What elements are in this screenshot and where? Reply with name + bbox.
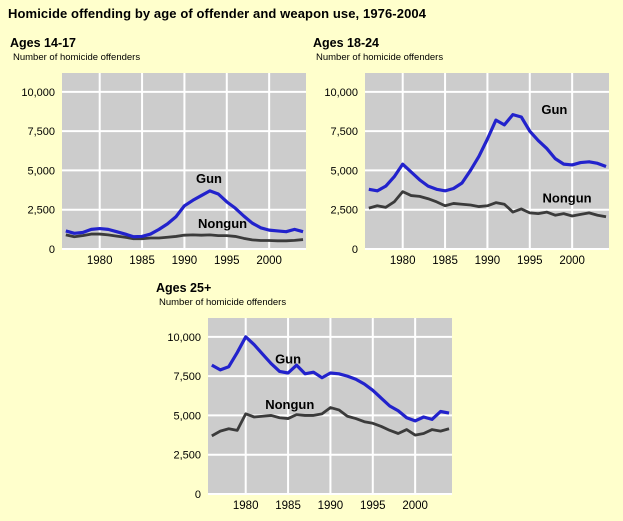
- y-tick-label: 5,000: [173, 410, 201, 422]
- x-tick-label: 1995: [360, 500, 386, 512]
- chart-heading-ages-25-plus: Ages 25+: [156, 281, 212, 295]
- x-tick-label: 1985: [129, 255, 155, 267]
- line-chart-ages-14-17: 0 2,500 5,000 7,500 10,000 1980 1985 1990 1995 20…: [21, 73, 306, 267]
- chart-block-ages-25-plus: Ages 25+ Number of homicide offenders 0 2…: [154, 281, 454, 515]
- x-tick-label: 1980: [390, 255, 416, 267]
- chart-block-ages-14-17: Ages 14-17 Number of homicide offenders …: [8, 36, 308, 270]
- y-tick-label: 7,500: [173, 371, 201, 383]
- y-axis-title-ages-14-17: Number of homicide offenders: [13, 52, 141, 63]
- y-tick-label: 7,500: [330, 126, 358, 138]
- gun-line: [65, 189, 304, 239]
- nongun-line: [65, 232, 304, 243]
- x-tick-label: 2000: [256, 255, 282, 267]
- y-tick-label: 10,000: [167, 332, 201, 344]
- line-chart-ages-25-plus: 0 2,500 5,000 7,500 10,000 1980 1985 1990 1995 20…: [167, 318, 452, 512]
- x-tick-label: 1995: [214, 255, 240, 267]
- gun-line: [211, 335, 450, 423]
- x-tick-label: 1990: [172, 255, 198, 267]
- nongun-line: [211, 406, 450, 438]
- x-tick-label: 1985: [432, 255, 458, 267]
- y-tick-label: 0: [49, 244, 55, 256]
- x-tick-label: 1995: [517, 255, 543, 267]
- line-chart-ages-18-24: 0 2,500 5,000 7,500 10,000 1980 1985 1990 1995 20…: [324, 73, 609, 267]
- chart-block-ages-18-24: Ages 18-24 Number of homicide offenders …: [311, 36, 611, 270]
- x-tick-label: 1980: [87, 255, 113, 267]
- y-tick-label: 0: [195, 489, 201, 501]
- gun-series-label: Gun: [196, 171, 222, 186]
- y-tick-label: 10,000: [21, 87, 55, 99]
- chart-heading-ages-14-17: Ages 14-17: [10, 36, 77, 50]
- y-tick-label: 5,000: [330, 165, 358, 177]
- y-axis-title-ages-18-24: Number of homicide offenders: [316, 52, 444, 63]
- x-tick-label: 2000: [559, 255, 585, 267]
- nongun-series-label: Nongun: [265, 397, 314, 412]
- y-tick-label: 0: [352, 244, 358, 256]
- y-tick-label: 5,000: [27, 165, 55, 177]
- gun-line: [368, 113, 607, 193]
- nongun-series-label: Nongun: [543, 191, 592, 206]
- chart-heading-ages-18-24: Ages 18-24: [313, 36, 380, 50]
- nongun-series-label: Nongun: [198, 216, 247, 231]
- x-tick-label: 1985: [275, 500, 301, 512]
- y-tick-label: 10,000: [324, 87, 358, 99]
- x-tick-label: 1980: [233, 500, 259, 512]
- x-tick-label: 1990: [318, 500, 344, 512]
- y-tick-label: 2,500: [173, 450, 201, 462]
- y-tick-label: 2,500: [330, 205, 358, 217]
- nongun-line: [368, 190, 607, 219]
- y-tick-label: 7,500: [27, 126, 55, 138]
- gun-series-label: Gun: [541, 102, 567, 117]
- y-tick-label: 2,500: [27, 205, 55, 217]
- x-tick-label: 2000: [402, 500, 428, 512]
- x-tick-label: 1990: [475, 255, 501, 267]
- y-axis-title-ages-25-plus: Number of homicide offenders: [159, 297, 287, 308]
- page-title: Homicide offending by age of offender an…: [8, 6, 427, 21]
- gun-series-label: Gun: [275, 352, 301, 367]
